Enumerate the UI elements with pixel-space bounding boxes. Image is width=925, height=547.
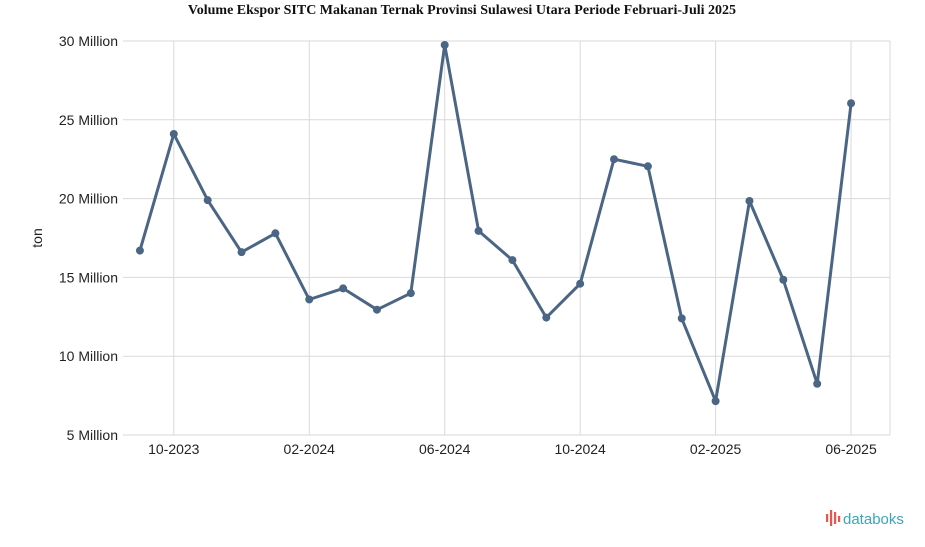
y-tick-label: 20 Million <box>59 191 118 207</box>
data-point <box>779 275 788 284</box>
x-tick-label: 02-2024 <box>284 441 336 457</box>
y-tick-label: 5 Million <box>67 427 118 443</box>
data-point <box>203 196 212 205</box>
databoks-logo-text: databoks <box>843 511 904 528</box>
logo-bar <box>838 516 841 522</box>
data-point <box>745 196 754 205</box>
x-tick-label: 02-2025 <box>690 441 742 457</box>
data-point <box>576 279 585 288</box>
data-point <box>610 155 619 164</box>
data-point <box>135 246 144 255</box>
data-point <box>847 99 856 108</box>
chart-title: Volume Ekspor SITC Makanan Ternak Provin… <box>188 3 736 18</box>
logo-bar <box>830 510 833 526</box>
data-point <box>406 289 415 298</box>
logo-bar <box>834 512 837 524</box>
grid <box>123 40 891 436</box>
data-point <box>440 40 449 49</box>
y-axis-label: ton <box>29 228 45 247</box>
x-tick-label: 10-2024 <box>554 441 606 457</box>
data-point <box>677 314 686 323</box>
data-point <box>169 129 178 138</box>
y-tick-label: 30 Million <box>59 33 118 49</box>
data-point <box>643 162 652 171</box>
data-point <box>237 248 246 257</box>
data-point <box>474 226 483 235</box>
x-tick-label: 06-2025 <box>825 441 877 457</box>
x-tick-label: 06-2024 <box>419 441 471 457</box>
data-point <box>508 256 517 265</box>
data-point <box>372 305 381 314</box>
logo-bar <box>826 514 829 522</box>
axis-ticks: 5 Million 10 Million 15 Million 20 Million 2… <box>59 33 877 457</box>
y-tick-label: 10 Million <box>59 348 118 364</box>
data-point <box>813 379 822 388</box>
data-point <box>542 313 551 322</box>
databoks-logo-icon <box>826 510 841 526</box>
data-point <box>711 397 720 406</box>
x-tick-label: 10-2023 <box>148 441 200 457</box>
series-layer <box>135 40 856 406</box>
data-point <box>339 284 348 293</box>
y-tick-label: 25 Million <box>59 112 118 128</box>
data-point <box>271 229 280 238</box>
data-point <box>305 295 314 304</box>
series-line <box>138 43 853 403</box>
databoks-logo: databoks <box>826 510 904 528</box>
y-tick-label: 15 Million <box>59 269 118 285</box>
